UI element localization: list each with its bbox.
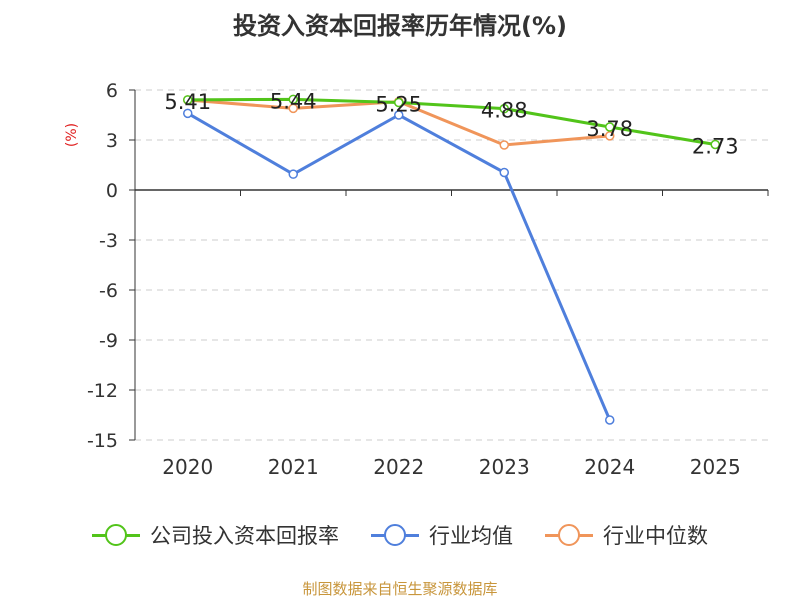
- legend-label: 行业中位数: [603, 524, 708, 548]
- x-tick-label: 2021: [268, 455, 319, 479]
- data-point[interactable]: [605, 415, 615, 425]
- y-tick-label: -3: [99, 230, 118, 252]
- y-tick-label: 6: [106, 80, 118, 102]
- data-point[interactable]: [499, 103, 509, 114]
- data-point[interactable]: [394, 110, 404, 120]
- chart-title: 投资入资本回报率历年情况(%): [233, 12, 567, 40]
- data-point[interactable]: [183, 108, 193, 119]
- chart-legend: 公司投入资本回报率 行业均值 行业中位数: [0, 520, 800, 550]
- data-point[interactable]: [710, 139, 720, 150]
- data-point[interactable]: [605, 131, 615, 141]
- legend-label: 行业均值: [429, 524, 513, 548]
- data-point[interactable]: [288, 94, 298, 105]
- y-tick-label: -6: [99, 280, 118, 302]
- y-tick-label: 3: [106, 130, 118, 152]
- data-point[interactable]: [288, 103, 298, 114]
- legend-item-industry-average[interactable]: 行业均值: [371, 520, 513, 550]
- x-tick-label: 2023: [479, 455, 530, 479]
- legend-marker-icon: [545, 523, 593, 547]
- y-tick-label: -9: [99, 330, 118, 352]
- data-label: 5.25: [375, 93, 422, 117]
- data-label: 4.88: [481, 99, 528, 123]
- series-line: [187, 97, 716, 146]
- data-point[interactable]: [394, 97, 404, 108]
- data-point[interactable]: [183, 95, 193, 105]
- data-label: 2.73: [692, 135, 739, 159]
- data-point[interactable]: [605, 122, 615, 132]
- y-tick-label: -15: [87, 430, 118, 452]
- legend-marker-icon: [371, 523, 419, 547]
- y-tick-label: 0: [106, 180, 118, 202]
- data-point[interactable]: [499, 140, 509, 150]
- legend-label: 公司投入资本回报率: [150, 524, 339, 548]
- data-point[interactable]: [499, 167, 509, 178]
- data-label: 3.78: [586, 117, 633, 141]
- series-line: [187, 112, 612, 421]
- data-label: 5.41: [164, 90, 211, 114]
- data-point[interactable]: [288, 169, 298, 179]
- y-tick-label: -12: [87, 380, 118, 402]
- x-tick-label: 2022: [373, 455, 424, 479]
- data-source-note: 制图数据来自恒生聚源数据库: [302, 580, 498, 598]
- legend-item-industry-median[interactable]: 行业中位数: [545, 520, 708, 550]
- legend-marker-icon: [92, 523, 140, 547]
- x-tick-label: 2025: [690, 455, 741, 479]
- x-tick-label: 2024: [584, 455, 635, 479]
- data-label: 5.44: [270, 89, 317, 113]
- x-tick-label: 2020: [162, 455, 213, 479]
- legend-item-company[interactable]: 公司投入资本回报率: [92, 520, 339, 550]
